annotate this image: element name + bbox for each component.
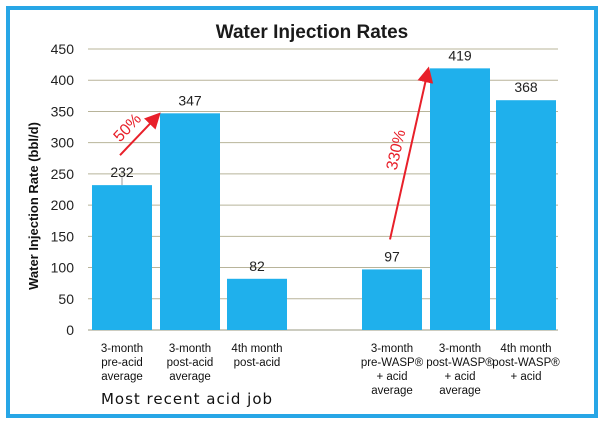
bar-2 <box>227 278 287 330</box>
bar-1 <box>160 113 220 330</box>
value-label-3: 97 <box>384 248 400 264</box>
y-tick-400: 400 <box>51 72 75 88</box>
category-label-4: 3-month post-WASP® + acid average <box>426 343 494 397</box>
group-label: Most recent acid job <box>101 390 273 408</box>
category-label-2: 4th month post-acid <box>231 343 282 369</box>
y-tick-150: 150 <box>51 228 75 244</box>
growth-label-1: 330% <box>384 128 410 172</box>
value-label-2: 82 <box>249 258 265 274</box>
y-tick-350: 350 <box>51 103 75 119</box>
y-tick-labels: 0 50 100 150 200 250 300 350 400 450 <box>51 41 75 338</box>
category-label-0: 3-month pre-acid average <box>101 343 143 383</box>
y-tick-450: 450 <box>51 41 75 57</box>
category-labels: 3-month pre-acid average 3-month post-acid av… <box>101 343 560 397</box>
y-tick-0: 0 <box>66 322 74 338</box>
value-label-5: 368 <box>514 79 538 95</box>
category-label-5: 4th month post-WASP® + acid <box>492 343 560 383</box>
value-label-1: 347 <box>178 92 202 108</box>
value-label-4: 419 <box>448 47 472 63</box>
bar-3 <box>362 269 422 330</box>
category-label-3: 3-month pre-WASP® + acid average <box>361 343 424 397</box>
growth-arrow-0 <box>119 112 161 156</box>
bar-0 <box>92 185 152 330</box>
y-tick-250: 250 <box>51 166 75 182</box>
y-tick-300: 300 <box>51 135 75 151</box>
bar-5 <box>496 100 556 331</box>
bar-4 <box>430 68 490 330</box>
growth-arrow-1 <box>389 66 434 240</box>
chart-title: Water Injection Rates <box>216 22 409 43</box>
y-tick-200: 200 <box>51 197 75 213</box>
bars <box>92 68 556 331</box>
growth-label-0: 50% <box>111 111 145 146</box>
value-labels: 232 347 82 97 419 368 <box>110 47 538 273</box>
y-tick-50: 50 <box>58 291 74 307</box>
y-axis-label: Water Injection Rate (bbl/d) <box>26 122 41 290</box>
category-label-1: 3-month post-acid average <box>167 343 214 383</box>
value-label-0: 232 <box>110 164 134 180</box>
y-tick-100: 100 <box>51 260 75 276</box>
growth-annotations: 50% 330% <box>111 66 434 240</box>
